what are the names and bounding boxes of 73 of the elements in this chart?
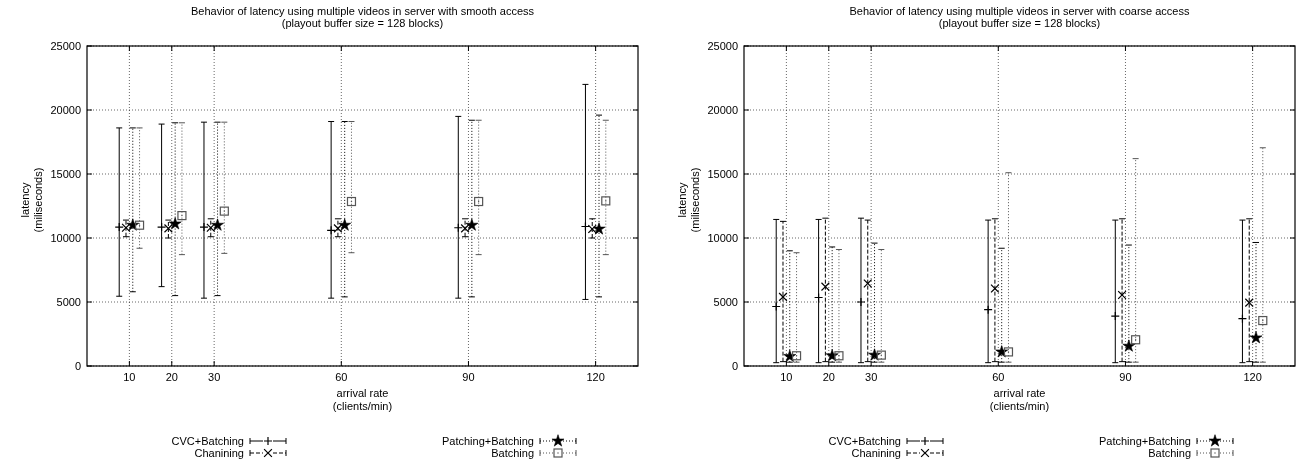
point bbox=[1122, 339, 1136, 352]
point bbox=[333, 224, 343, 233]
y-axis-title: latency (miliseconds) bbox=[19, 167, 44, 233]
y-axis-title: latency (miliseconds) bbox=[676, 167, 701, 233]
point bbox=[868, 348, 881, 361]
y-tick-label: 5000 bbox=[56, 296, 81, 308]
y-tick-label: 10000 bbox=[50, 232, 81, 244]
x-tick-label: 60 bbox=[992, 371, 1005, 383]
point bbox=[338, 218, 352, 231]
x-tick-label: 120 bbox=[586, 371, 605, 383]
y-tick-label: 20000 bbox=[707, 104, 738, 116]
point bbox=[783, 349, 797, 362]
point bbox=[114, 222, 124, 232]
point bbox=[1131, 335, 1141, 345]
y-tick-label: 15000 bbox=[707, 168, 738, 180]
x-tick-label: 30 bbox=[208, 371, 221, 383]
point bbox=[983, 305, 993, 315]
legend-label: CVC+Batching bbox=[171, 435, 244, 447]
point bbox=[346, 196, 357, 207]
x-tick-label: 20 bbox=[822, 371, 835, 383]
chart-subtitle: (playout buffer size = 128 blocks) bbox=[938, 17, 1101, 29]
point bbox=[126, 218, 140, 231]
legend-label: Batching bbox=[1148, 447, 1191, 459]
legend-label: Chanining bbox=[194, 447, 244, 459]
chart-title: Behavior of latency using multiple videos in server with coarse access bbox=[849, 5, 1190, 17]
x-tick-label: 90 bbox=[462, 371, 475, 383]
chart-subtitle: (playout buffer size = 128 blocks) bbox=[281, 17, 444, 29]
point bbox=[1258, 315, 1268, 326]
x-tick-label: 60 bbox=[335, 371, 348, 383]
point bbox=[168, 217, 182, 230]
legend-label: CVC+Batching bbox=[828, 435, 901, 447]
point bbox=[990, 284, 1000, 293]
y-tick-label: 25000 bbox=[50, 40, 81, 52]
y-tick-label: 0 bbox=[731, 360, 738, 372]
point bbox=[856, 297, 866, 307]
y-tick-label: 10000 bbox=[707, 232, 738, 244]
point bbox=[134, 220, 145, 230]
point bbox=[465, 218, 479, 231]
point bbox=[876, 350, 886, 360]
point bbox=[995, 345, 1009, 358]
x-axis-title: arrival rate (clients/min) bbox=[989, 387, 1050, 412]
point bbox=[863, 279, 873, 288]
legend-label: Patching+Batching bbox=[441, 435, 534, 447]
x-tick-label: 10 bbox=[780, 371, 793, 383]
x-tick-label: 30 bbox=[865, 371, 878, 383]
y-tick-label: 0 bbox=[74, 360, 81, 372]
y-tick-label: 15000 bbox=[50, 168, 81, 180]
point bbox=[1249, 331, 1263, 344]
legend-label: Chanining bbox=[851, 447, 901, 459]
x-tick-label: 20 bbox=[165, 371, 178, 383]
point bbox=[834, 351, 844, 361]
point bbox=[199, 222, 209, 232]
point bbox=[219, 206, 229, 216]
point bbox=[1110, 311, 1120, 321]
y-tick-label: 5000 bbox=[713, 296, 738, 308]
y-tick-label: 20000 bbox=[50, 104, 81, 116]
point bbox=[157, 222, 167, 232]
point bbox=[326, 225, 336, 235]
point bbox=[1003, 347, 1014, 357]
x-tick-label: 10 bbox=[123, 371, 136, 383]
chart-title: Behavior of latency using multiple videos in server with smooth access bbox=[191, 5, 535, 17]
point bbox=[592, 222, 606, 235]
x-axis-title: arrival rate (clients/min) bbox=[332, 387, 393, 412]
x-tick-label: 120 bbox=[1243, 371, 1262, 383]
y-tick-label: 25000 bbox=[707, 40, 738, 52]
x-tick-label: 90 bbox=[1119, 371, 1132, 383]
point bbox=[211, 218, 224, 231]
point bbox=[474, 196, 484, 207]
point bbox=[177, 211, 187, 221]
point bbox=[791, 351, 802, 361]
legend-label: Patching+Batching bbox=[1098, 435, 1191, 447]
legend-label: Batching bbox=[491, 447, 534, 459]
point bbox=[601, 196, 611, 206]
